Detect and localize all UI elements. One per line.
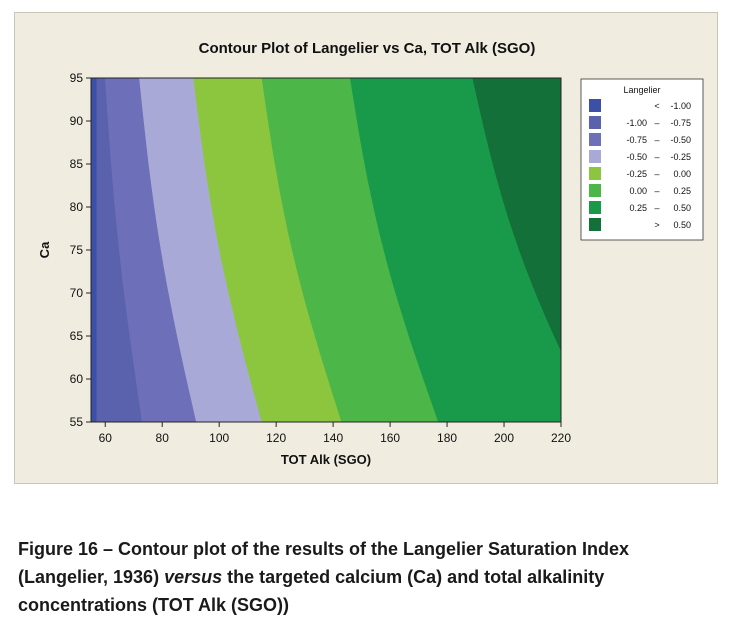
legend-title: Langelier: [623, 85, 660, 95]
y-tick-label: 70: [70, 286, 84, 300]
x-tick-label: 140: [323, 431, 343, 445]
x-axis-label: TOT Alk (SGO): [281, 452, 371, 467]
legend-hi: 0.50: [673, 203, 691, 213]
x-tick-label: 160: [380, 431, 400, 445]
y-tick-label: 85: [70, 157, 84, 171]
legend-hi: 0.50: [673, 220, 691, 230]
legend-lo: -0.75: [626, 135, 647, 145]
chart-panel: Contour Plot of Langelier vs Ca, TOT Alk…: [14, 12, 718, 484]
legend-hi: 0.25: [673, 186, 691, 196]
y-tick-label: 65: [70, 329, 84, 343]
legend-sep: >: [654, 220, 659, 230]
y-tick-label: 75: [70, 243, 84, 257]
contour-regions: [91, 78, 561, 422]
y-tick-label: 90: [70, 114, 84, 128]
legend-swatch: [589, 150, 601, 163]
legend-hi: -0.25: [670, 152, 691, 162]
legend-swatch: [589, 116, 601, 129]
chart-title: Contour Plot of Langelier vs Ca, TOT Alk…: [199, 40, 536, 57]
legend-swatch: [589, 218, 601, 231]
legend-swatch: [589, 167, 601, 180]
y-tick-label: 95: [70, 71, 84, 85]
x-tick-label: 220: [551, 431, 571, 445]
contour-chart: Contour Plot of Langelier vs Ca, TOT Alk…: [37, 40, 704, 467]
caption-prefix: Figure 16 – Contour plot of the results …: [18, 539, 630, 587]
legend-hi: -0.75: [670, 118, 691, 128]
legend-swatch: [589, 133, 601, 146]
legend-swatch: [589, 184, 601, 197]
x-tick-label: 180: [437, 431, 457, 445]
legend-lo: 0.25: [629, 203, 647, 213]
legend-lo: -0.25: [626, 169, 647, 179]
x-tick-label: 60: [99, 431, 113, 445]
x-tick-label: 80: [156, 431, 170, 445]
x-tick-label: 100: [209, 431, 229, 445]
legend-sep: –: [654, 203, 659, 213]
x-tick-label: 200: [494, 431, 514, 445]
legend-swatch: [589, 99, 601, 112]
legend-sep: –: [654, 118, 659, 128]
x-axis: 60 80 100 120 140 160 180 200 220: [99, 422, 571, 445]
contour-region: [472, 78, 561, 352]
legend-sep: <: [654, 101, 659, 111]
legend-hi: -1.00: [670, 101, 691, 111]
y-tick-label: 55: [70, 415, 84, 429]
y-axis: 55 60 65 70 75 80 85 90 95: [70, 71, 91, 429]
caption-suffix: the targeted calcium (Ca) and total alka…: [18, 567, 605, 615]
legend-lo: -0.50: [626, 152, 647, 162]
legend-sep: –: [654, 169, 659, 179]
y-tick-label: 60: [70, 372, 84, 386]
legend-hi: 0.00: [673, 169, 691, 179]
figure-caption: Figure 16 – Contour plot of the results …: [18, 535, 718, 619]
legend-sep: –: [654, 152, 659, 162]
legend-lo: 0.00: [629, 186, 647, 196]
y-axis-label: Ca: [37, 241, 52, 258]
legend-hi: -0.50: [670, 135, 691, 145]
legend-lo: -1.00: [626, 118, 647, 128]
x-tick-label: 120: [266, 431, 286, 445]
legend: Langelier < -1.00-1.00– -0.75-0.75– -0.50-0…: [580, 78, 704, 241]
legend-sep: –: [654, 186, 659, 196]
y-tick-label: 80: [70, 200, 84, 214]
legend-swatch: [589, 201, 601, 214]
legend-box: [580, 78, 704, 241]
legend-sep: –: [654, 135, 659, 145]
caption-italic: versus: [164, 567, 223, 587]
